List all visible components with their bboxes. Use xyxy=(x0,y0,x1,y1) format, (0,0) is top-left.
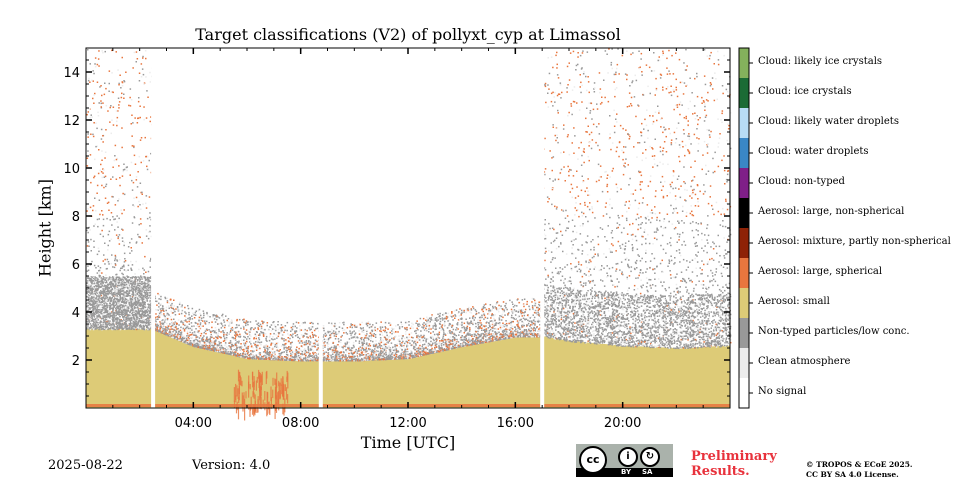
heatmap-area xyxy=(86,48,732,421)
y-axis-label: Height [km] xyxy=(35,179,55,277)
colorbar-swatch-3 xyxy=(739,138,749,168)
no-signal-gap-0 xyxy=(151,48,156,408)
colorbar-swatch-4 xyxy=(739,168,749,198)
license-line-1: © TROPOS & ECoE 2025. xyxy=(806,460,913,469)
colorbar-label-3: Cloud: water droplets xyxy=(758,146,869,157)
y-tick-label-0: 2 xyxy=(72,354,80,369)
colorbar-swatch-5 xyxy=(739,198,749,228)
colorbar-swatch-1 xyxy=(739,78,749,108)
chart-axes: 04:00 08:00 12:00 16:00 20:00 2 4 6 8 10 12 14 xyxy=(63,47,731,431)
colorbar-label-4: Cloud: non-typed xyxy=(758,176,845,187)
badge-sa-text: SA xyxy=(642,468,653,476)
preliminary-line-1: Preliminary xyxy=(691,449,777,464)
x-axis-label: Time [UTC] xyxy=(360,433,456,452)
colorbar-swatch-7 xyxy=(739,258,749,288)
y-tick-label-5: 12 xyxy=(63,114,80,129)
colorbar-swatch-11 xyxy=(739,378,749,408)
colorbar-label-11: No signal xyxy=(758,386,807,397)
colorbar-label-0: Cloud: likely ice crystals xyxy=(758,56,883,67)
no-signal-gap-1 xyxy=(318,48,323,408)
colorbar-label-10: Clean atmosphere xyxy=(758,356,851,367)
colorbar-swatch-0 xyxy=(739,48,749,78)
colorbar-label-7: Aerosol: large, spherical xyxy=(758,266,883,277)
colorbar-label-2: Cloud: likely water droplets xyxy=(758,116,899,127)
x-tick-label-2: 12:00 xyxy=(389,416,426,431)
footer-version: Version: 4.0 xyxy=(192,458,271,473)
cc-badge-bar xyxy=(576,468,673,477)
colorbar-swatch-10 xyxy=(739,348,749,378)
cc-icon: cc xyxy=(579,446,607,474)
heatmap-noise xyxy=(86,48,732,362)
colorbar-swatch-8 xyxy=(739,288,749,318)
y-tick-label-4: 10 xyxy=(63,162,80,177)
x-tick-label-0: 04:00 xyxy=(175,416,212,431)
license-note: © TROPOS & ECoE 2025. CC BY SA 4.0 Licen… xyxy=(806,460,913,480)
chart-title: Target classifications (V2) of pollyxt_c… xyxy=(195,25,621,44)
share-alike-icon: ↻ xyxy=(640,447,660,467)
colorbar-swatch-6 xyxy=(739,228,749,258)
footer-date: 2025-08-22 xyxy=(48,458,123,473)
colorbar-swatch-9 xyxy=(739,318,749,348)
colorbar-label-5: Aerosol: large, non-spherical xyxy=(758,206,905,217)
colorbar-swatch-2 xyxy=(739,108,749,138)
x-tick-label-1: 08:00 xyxy=(282,416,319,431)
license-line-2: CC BY SA 4.0 License. xyxy=(806,470,899,479)
colorbar-label-1: Cloud: ice crystals xyxy=(758,86,852,97)
x-tick-label-4: 20:00 xyxy=(604,416,641,431)
y-tick-label-2: 6 xyxy=(72,258,80,273)
colorbar-frame xyxy=(738,47,750,409)
badge-by-text: BY xyxy=(621,468,632,476)
x-tick-label-3: 16:00 xyxy=(497,416,534,431)
y-tick-label-6: 14 xyxy=(63,66,80,81)
preliminary-line-2: Results. xyxy=(691,464,750,479)
aerosol-small-layer xyxy=(86,328,730,408)
colorbar-label-6: Aerosol: mixture, partly non-spherical xyxy=(758,236,951,247)
y-tick-label-1: 4 xyxy=(72,306,80,321)
y-tick-label-3: 8 xyxy=(72,210,80,225)
colorbar xyxy=(738,47,753,409)
attribution-icon: i xyxy=(618,447,638,467)
colorbar-label-9: Non-typed particles/low conc. xyxy=(758,326,910,337)
no-signal-gap-2 xyxy=(540,48,545,408)
cc-license-badge[interactable]: cc i ↻ BY SA xyxy=(576,444,673,477)
colorbar-label-8: Aerosol: small xyxy=(758,296,830,307)
preliminary-note: Preliminary Results. xyxy=(691,449,777,479)
